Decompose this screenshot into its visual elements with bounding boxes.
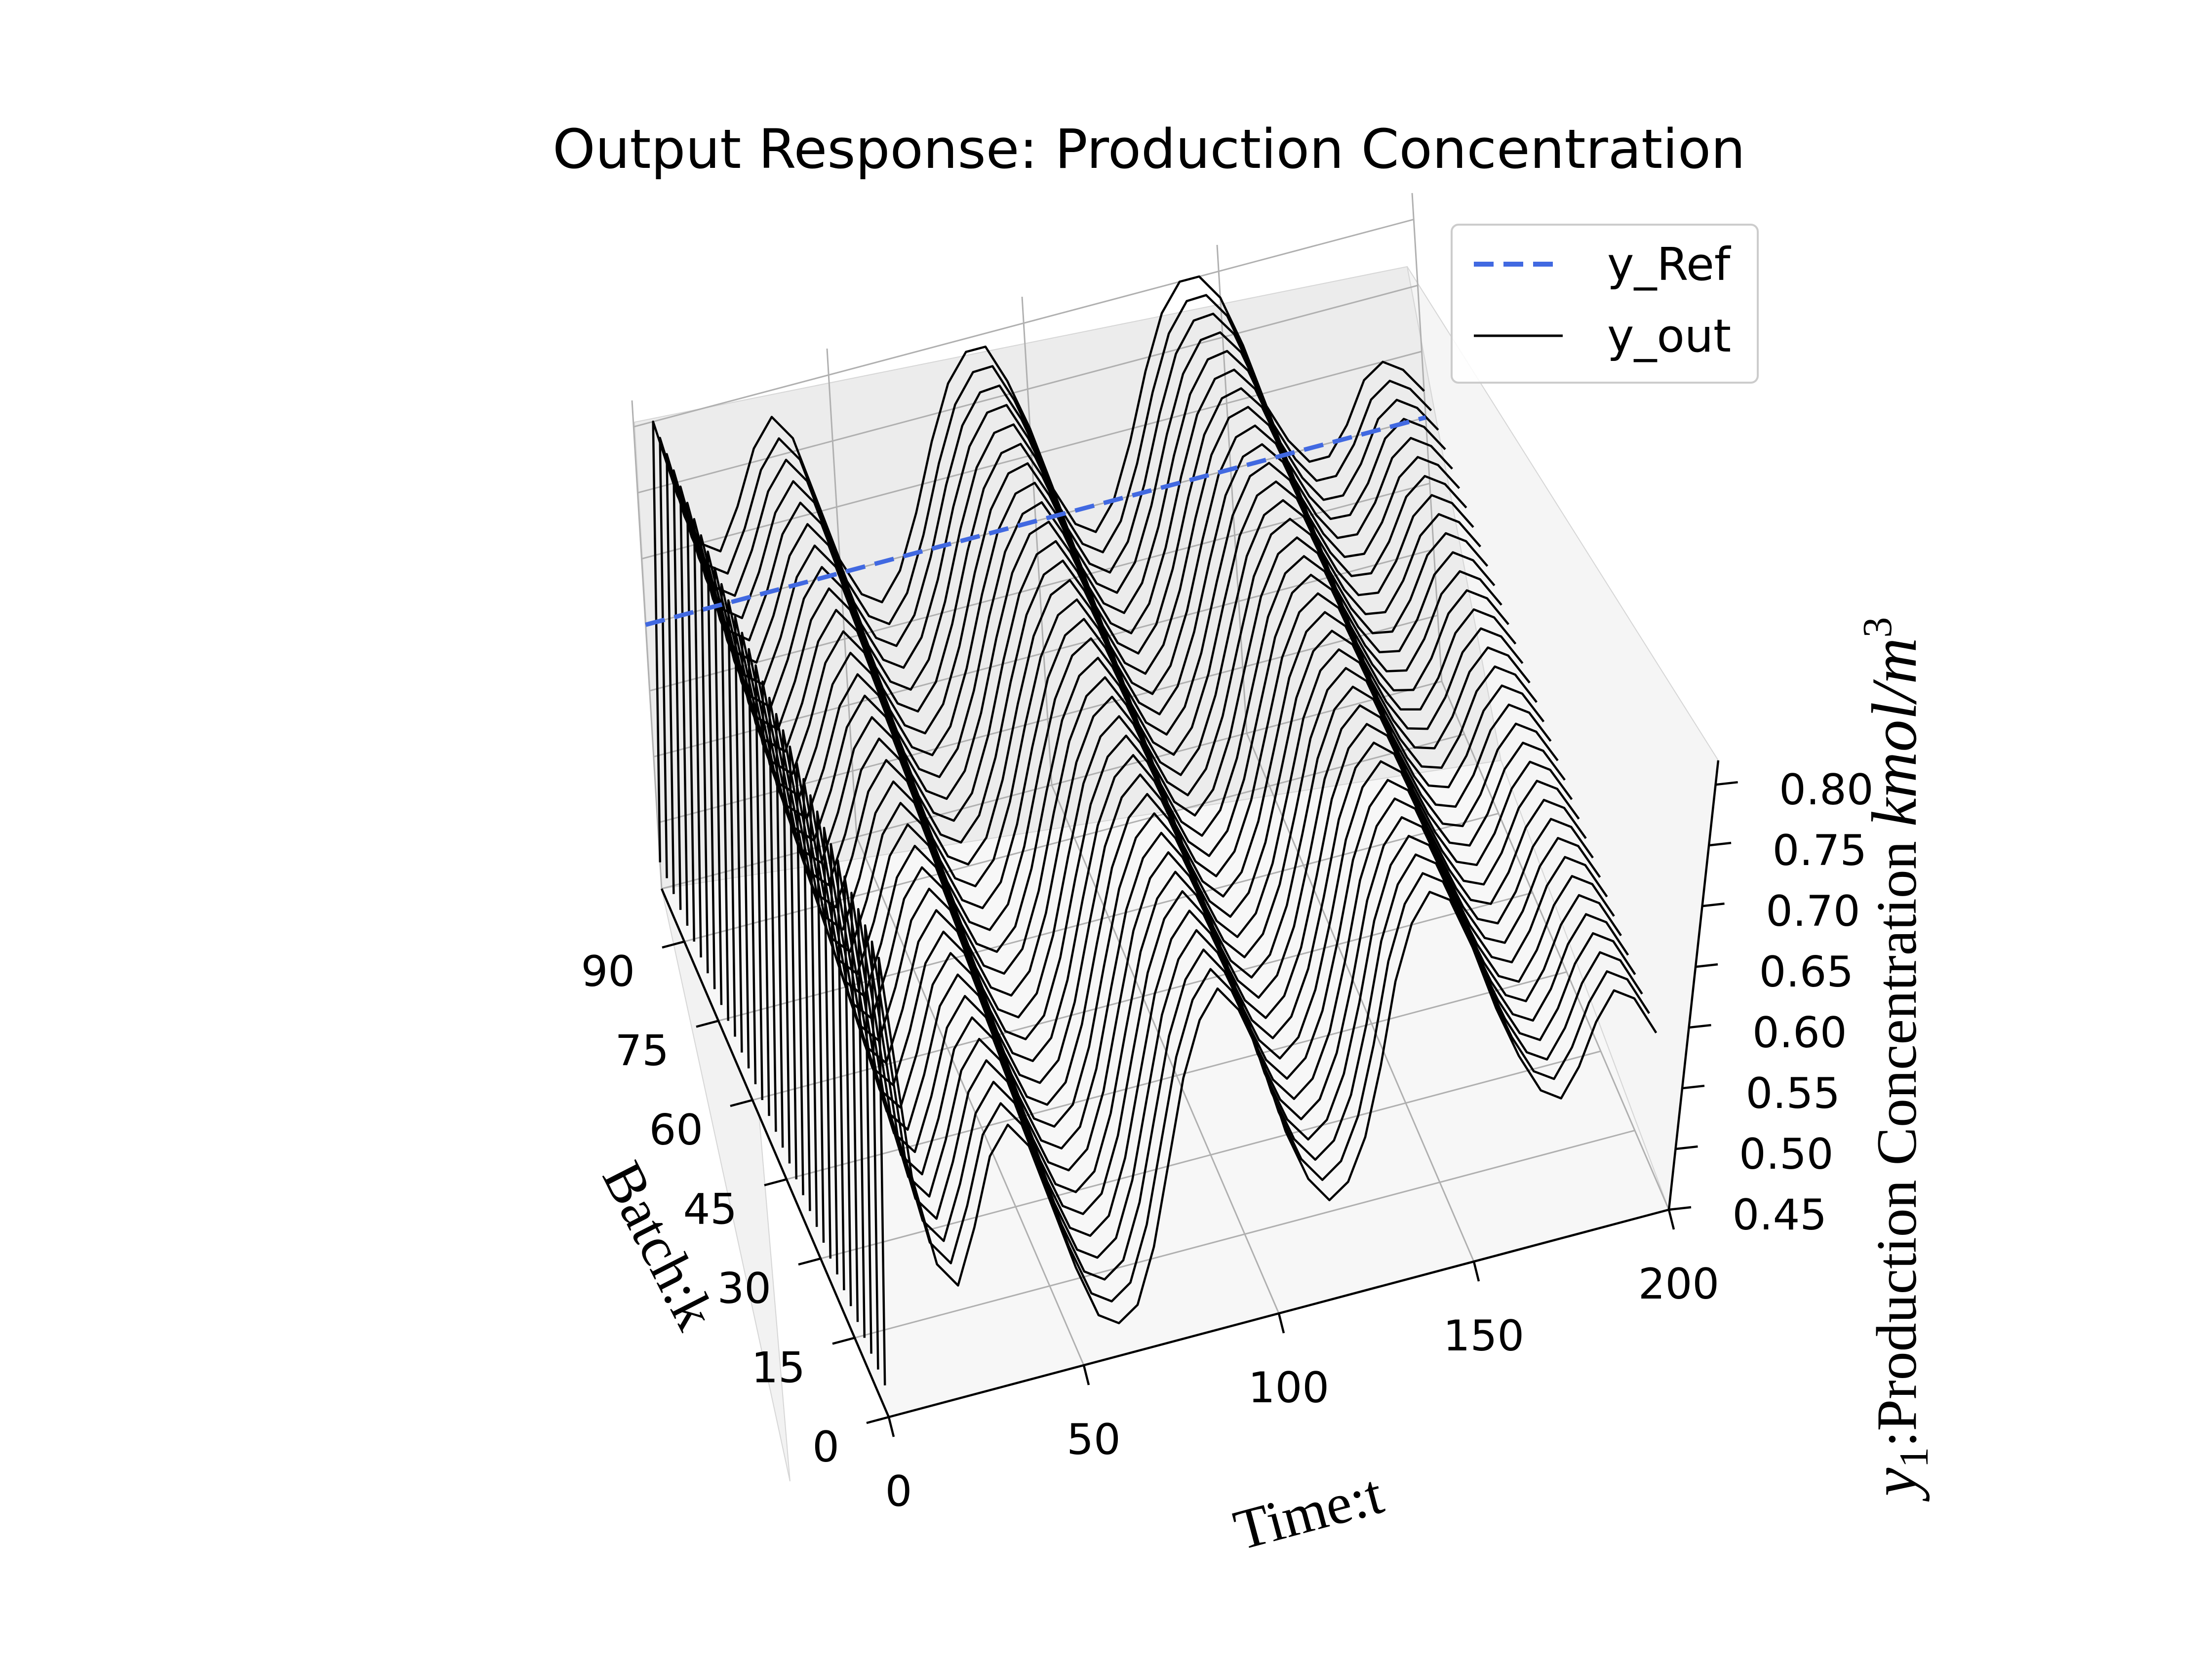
grid-back-time-4	[1411, 193, 1443, 682]
z-tick-label-1: 0.50	[1739, 1130, 1833, 1179]
x-tick-label-1: 50	[1066, 1415, 1120, 1464]
legend: y_Ref y_out	[1451, 224, 1759, 384]
grid-floor-time-1	[856, 836, 1085, 1366]
x-tick-0	[887, 1417, 895, 1437]
grid-floor-time-2	[1051, 785, 1280, 1314]
y-tick-label-6: 90	[581, 947, 635, 996]
grid-floor-batch-6	[684, 733, 1465, 943]
chart-title: Output Response: Production Concentratio…	[553, 118, 1745, 181]
z-tick-label-7: 0.80	[1779, 765, 1873, 815]
z-tick-label-3: 0.60	[1752, 1008, 1847, 1058]
z-tick-3	[1689, 1024, 1711, 1029]
grid-floor-batch-5	[718, 813, 1499, 1022]
grid-back-time-2	[1021, 296, 1053, 786]
series-y-ref	[645, 415, 1426, 627]
y-tick-6	[662, 940, 685, 949]
grid-back-time-3	[1216, 244, 1248, 734]
grid-back-z-2	[653, 549, 1434, 758]
z-tick-0	[1668, 1206, 1692, 1211]
y-axis-label: Batch:k	[590, 1152, 727, 1340]
grid-floor-time-4	[1441, 681, 1670, 1210]
y-tick-label-3: 45	[683, 1185, 737, 1234]
z-tick-1	[1675, 1145, 1698, 1150]
x-tick-4	[1667, 1209, 1675, 1230]
grid-back-z-7	[633, 219, 1414, 428]
x-axis-label: Time:t	[1227, 1462, 1389, 1563]
y-tick-0	[866, 1416, 889, 1424]
y-tick-1	[832, 1337, 855, 1345]
z-tick-6	[1708, 841, 1732, 847]
y-tick-label-2: 30	[717, 1264, 771, 1313]
y-tick-5	[696, 1020, 719, 1028]
z-tick-label-2: 0.55	[1746, 1069, 1840, 1118]
z-tick-label-5: 0.70	[1766, 887, 1860, 936]
y-out-batch-100	[652, 275, 1425, 863]
z-tick-label-6: 0.75	[1773, 826, 1867, 875]
grid-back-time-0	[631, 400, 663, 889]
z-tick-4	[1695, 963, 1718, 968]
x-tick-label-0: 0	[885, 1467, 912, 1516]
z-tick-5	[1702, 902, 1725, 908]
y-tick-2	[798, 1257, 821, 1266]
y-tick-3	[764, 1178, 787, 1186]
x-tick-label-2: 100	[1248, 1363, 1329, 1413]
batch-axis-line	[660, 888, 890, 1418]
y-tick-label-4: 60	[649, 1106, 703, 1155]
grid-floor-batch-2	[820, 1050, 1601, 1260]
series-y-out	[652, 275, 1658, 1385]
axis-ticks: 05010015020001530456075900.450.500.550.6…	[581, 765, 1874, 1516]
x-tick-2	[1277, 1313, 1285, 1334]
grid-floor-batch-1	[854, 1130, 1635, 1339]
legend-label-y-ref: y_Ref	[1607, 238, 1732, 291]
z-tick-label-4: 0.65	[1759, 948, 1854, 997]
z-tick-2	[1682, 1084, 1705, 1090]
x-tick-3	[1472, 1261, 1480, 1282]
x-tick-1	[1082, 1365, 1090, 1385]
z-axis-line	[1667, 760, 1720, 1210]
y-tick-label-1: 15	[751, 1343, 805, 1393]
y-tick-label-0: 0	[812, 1422, 839, 1472]
z-axis-label: y1:Production Concentration kmol/m3	[1855, 617, 1937, 1502]
legend-frame	[1451, 224, 1759, 384]
legend-label-y-out: y_out	[1607, 310, 1731, 362]
z-tick-7	[1715, 781, 1738, 786]
x-tick-label-3: 150	[1443, 1311, 1524, 1361]
y-tick-4	[730, 1099, 753, 1107]
y-tick-label-5: 75	[615, 1027, 669, 1076]
x-tick-label-4: 200	[1638, 1260, 1719, 1309]
z-tick-label-0: 0.45	[1733, 1190, 1827, 1240]
